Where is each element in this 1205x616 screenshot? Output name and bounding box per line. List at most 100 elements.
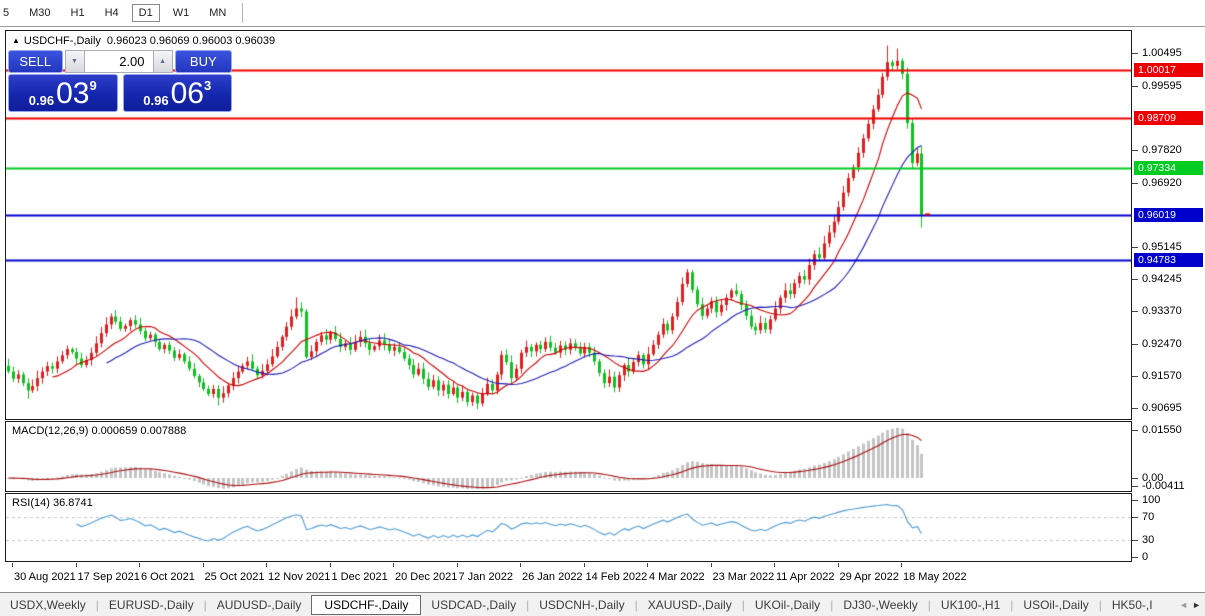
date-tick-label: 6 Oct 2021 <box>141 571 195 583</box>
date-tick-mark <box>393 563 394 567</box>
chart-tab-usdchf-daily[interactable]: USDCHF-,Daily <box>311 594 422 615</box>
axis-tick-label: 70 <box>1142 511 1155 524</box>
timeframe-w1[interactable]: W1 <box>172 7 190 19</box>
macd-indicator-label: MACD(12,26,9) 0.000659 0.007888 <box>12 425 187 437</box>
toolbar-divider <box>242 3 244 23</box>
buy-price-pip-digit: 3 <box>203 78 212 93</box>
timeframe-mn[interactable]: MN <box>209 7 227 19</box>
axis-tick-label: 0.97820 <box>1142 143 1182 156</box>
axis-tick-mark <box>1132 539 1138 541</box>
sell-price-display[interactable]: 0.96 03 9 <box>8 74 118 112</box>
date-tick-label: 12 Nov 2021 <box>268 571 331 583</box>
chart-tab-hk50-i[interactable]: HK50-,I <box>1111 597 1153 612</box>
date-tick-mark <box>837 563 839 567</box>
hline-price-chip: 1.00017 <box>1134 63 1203 78</box>
date-tick-mark <box>901 563 902 567</box>
date-tick-label: 14 Feb 2022 <box>585 571 648 583</box>
volume-decrease-button[interactable]: ▼ <box>65 51 85 72</box>
axis-tick-label: 0.96920 <box>1142 176 1182 189</box>
date-tick-mark <box>583 563 585 567</box>
hline-price-chip: 0.94783 <box>1134 252 1203 267</box>
date-tick-mark <box>75 563 77 567</box>
tab-separator: | <box>1010 597 1014 612</box>
axis-tick-label: 1.00495 <box>1142 47 1182 59</box>
price-axis[interactable]: 1.00495 0.99595 0.97820 0.96920 0.95145 0.942… <box>1132 30 1205 563</box>
axis-tick-label: 0.99595 <box>1142 79 1182 92</box>
rsi-pane <box>5 493 1132 562</box>
axis-tick-mark <box>1132 557 1138 558</box>
axis-tick-label: 0 <box>1142 551 1149 563</box>
date-tick-label: 20 Dec 2021 <box>395 571 458 583</box>
rsi-canvas[interactable] <box>6 494 1131 561</box>
date-tick-mark <box>774 563 775 567</box>
date-tick-label: 1 Dec 2021 <box>331 571 388 583</box>
chart-tab-usdcad-daily[interactable]: USDCAD-,Daily <box>431 597 517 612</box>
axis-tick-label: 0.01550 <box>1142 424 1182 436</box>
date-tick-label: 23 Mar 2022 <box>712 571 775 583</box>
tab-scroll-left-icon[interactable]: ◄ <box>1179 599 1189 610</box>
date-tick-label: 30 Aug 2021 <box>14 571 76 583</box>
date-tick-mark <box>329 563 331 567</box>
axis-tick-label: 0.95145 <box>1142 240 1182 253</box>
axis-tick-label: 0.92470 <box>1142 337 1182 350</box>
chart-tab-audusd-daily[interactable]: AUDUSD-,Daily <box>216 597 302 612</box>
timeframe-d1[interactable]: D1 <box>131 4 160 22</box>
date-tick-label: 11 Apr 2022 <box>776 571 835 583</box>
macd-pane <box>5 421 1132 492</box>
hline-price-chip: 0.97334 <box>1134 160 1203 175</box>
chart-tab-xauusd-daily[interactable]: XAUUSD-,Daily <box>647 597 732 612</box>
axis-tick-mark <box>1132 85 1138 87</box>
tab-separator: | <box>830 597 834 612</box>
ohlc-values: 0.96023 0.96069 0.96003 0.96039 <box>106 35 276 47</box>
axis-tick-label: 0.91570 <box>1142 370 1182 383</box>
chart-tab-ukoil-daily[interactable]: UKOil-,Daily <box>754 597 821 612</box>
chart-tab-usdx-weekly[interactable]: USDX,Weekly <box>10 597 86 612</box>
volume-input[interactable]: 2.00 <box>84 51 153 72</box>
chart-symbol-title: ▲ USDCHF-,Daily 0.96023 0.96069 0.96003 0.… <box>12 35 275 47</box>
date-tick-mark <box>647 563 648 567</box>
axis-tick-mark <box>1132 430 1138 431</box>
chart-tab-uk100-h1[interactable]: UK100-,H1 <box>940 597 1001 612</box>
volume-spinner: ▼ 2.00 ▲ <box>64 50 173 73</box>
timeframe-5[interactable]: 5 <box>3 7 10 19</box>
date-tick-mark <box>139 563 140 567</box>
date-tick-mark <box>202 563 204 567</box>
buy-price-display[interactable]: 0.96 06 3 <box>122 74 232 112</box>
macd-canvas[interactable] <box>6 422 1131 491</box>
axis-tick-mark <box>1132 246 1138 248</box>
tab-separator: | <box>95 597 99 612</box>
axis-tick-mark <box>1132 478 1138 479</box>
axis-tick-mark <box>1132 149 1138 151</box>
tab-separator: | <box>1098 597 1102 612</box>
chart-tab-usoil-daily[interactable]: USOil-,Daily <box>1023 597 1089 612</box>
axis-tick-label: 0.00 <box>1142 472 1164 484</box>
axis-tick-mark <box>1132 279 1138 281</box>
date-tick-mark <box>456 563 458 567</box>
axis-tick-label: 0.94245 <box>1142 273 1182 286</box>
buy-button[interactable]: BUY <box>174 50 233 73</box>
buy-price-prefix: 0.96 <box>143 93 169 108</box>
chart-tab-dj30-weekly[interactable]: DJ30-,Weekly <box>843 597 918 612</box>
timeframe-h4[interactable]: H4 <box>104 7 119 19</box>
date-tick-mark <box>710 563 712 567</box>
timeframe-h1[interactable]: H1 <box>70 7 85 19</box>
symbol-name: USDCHF-,Daily <box>23 35 101 47</box>
chart-tab-bar: USDX,Weekly | EURUSD-,Daily | AUDUSD-,Daily U… <box>0 592 1205 616</box>
volume-increase-button[interactable]: ▲ <box>152 51 172 72</box>
hline-price-chip: 0.96019 <box>1134 208 1203 223</box>
axis-tick-mark <box>1132 343 1138 345</box>
collapse-triangle-icon[interactable]: ▲ <box>12 36 20 45</box>
chart-tab-eurusd-daily[interactable]: EURUSD-,Daily <box>108 597 194 612</box>
tab-separator: | <box>526 597 530 612</box>
date-axis[interactable]: 30 Aug 2021 17 Sep 2021 6 Oct 2021 25 Oct 2… <box>5 563 1132 589</box>
timeframe-m30[interactable]: M30 <box>29 7 51 19</box>
axis-tick-mark <box>1132 517 1138 519</box>
sell-button[interactable]: SELL <box>8 50 63 73</box>
rsi-indicator-label: RSI(14) 36.8741 <box>12 497 93 509</box>
chart-tab-usdcnh-daily[interactable]: USDCNH-,Daily <box>539 597 625 612</box>
tab-separator: | <box>927 597 931 612</box>
date-tick-mark <box>266 563 267 567</box>
tab-scroll-right-icon[interactable]: ► <box>1192 599 1201 610</box>
axis-tick-mark <box>1132 500 1138 501</box>
tab-separator: | <box>634 597 638 612</box>
